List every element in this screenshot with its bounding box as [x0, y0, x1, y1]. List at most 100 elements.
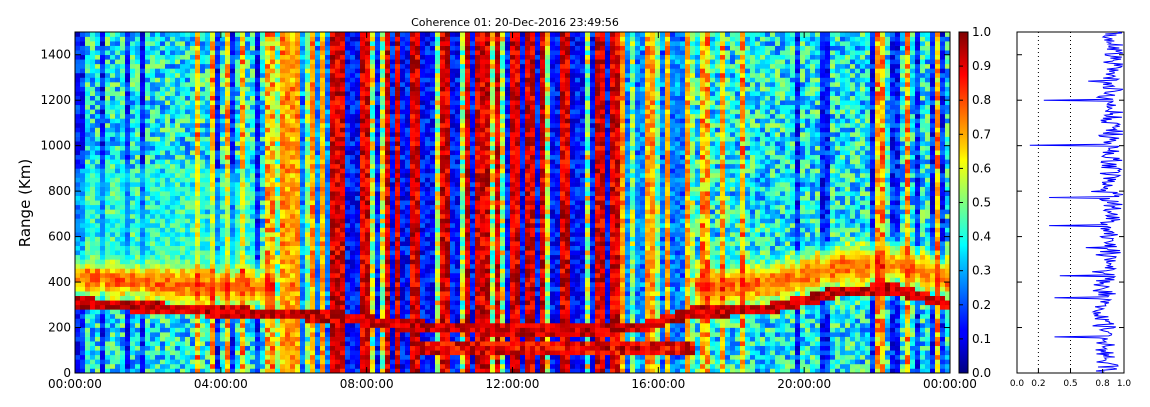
heatmap-cell	[385, 291, 391, 297]
heatmap-cell	[335, 245, 341, 251]
heatmap-cell	[235, 277, 241, 283]
heatmap-cell	[290, 32, 296, 37]
heatmap-cell	[205, 254, 211, 260]
heatmap-cell	[135, 350, 141, 356]
heatmap-cell	[140, 172, 146, 178]
heatmap-cell	[280, 213, 286, 219]
heatmap-cell	[275, 45, 281, 51]
heatmap-cell	[320, 77, 326, 83]
heatmap-cell	[320, 154, 326, 160]
heatmap-cell	[255, 322, 261, 328]
heatmap-cell	[205, 132, 211, 137]
heatmap-cell	[175, 91, 181, 96]
heatmap-cell	[190, 82, 196, 87]
heatmap-cell	[260, 41, 266, 46]
heatmap-cell	[255, 204, 261, 210]
heatmap-cell	[380, 354, 386, 360]
heatmap-cell	[135, 45, 141, 51]
heatmap-cell	[295, 213, 301, 219]
heatmap-cell	[380, 95, 386, 101]
heatmap-cell	[200, 77, 206, 83]
heatmap-cell	[75, 259, 81, 265]
heatmap-cell	[380, 259, 386, 265]
heatmap-cell	[170, 259, 176, 265]
heatmap-cell	[165, 150, 171, 156]
heatmap-cell	[90, 191, 96, 196]
heatmap-cell	[270, 113, 276, 119]
heatmap-cell	[265, 145, 271, 151]
heatmap-cell	[335, 259, 341, 265]
heatmap-cell	[75, 309, 81, 315]
heatmap-cell	[355, 286, 361, 292]
heatmap-cell	[340, 218, 346, 224]
heatmap-cell	[335, 368, 341, 374]
heatmap-cell	[230, 350, 236, 356]
heatmap-cell	[145, 132, 151, 137]
heatmap-cell	[220, 145, 226, 151]
heatmap-cell	[220, 63, 226, 69]
heatmap-cell	[255, 304, 261, 310]
heatmap-cell	[375, 100, 381, 106]
heatmap-cell	[240, 127, 246, 133]
heatmap-cell	[170, 300, 176, 306]
heatmap-cell	[295, 191, 301, 196]
heatmap-cell	[255, 213, 261, 219]
heatmap-cell	[220, 168, 226, 174]
heatmap-cell	[390, 191, 396, 196]
heatmap-cell	[325, 213, 331, 219]
heatmap-cell	[115, 277, 121, 283]
heatmap-cell	[260, 141, 266, 146]
heatmap-cell	[95, 41, 101, 46]
heatmap-cell	[265, 91, 271, 96]
heatmap-cell	[360, 195, 366, 201]
heatmap-cell	[370, 236, 376, 242]
heatmap-cell	[195, 345, 201, 351]
heatmap-cell	[275, 36, 281, 42]
heatmap-cell	[380, 254, 386, 260]
heatmap-cell	[375, 322, 381, 328]
heatmap-cell	[75, 368, 81, 374]
heatmap-cell	[160, 41, 166, 46]
heatmap-cell	[360, 182, 366, 187]
heatmap-cell	[380, 118, 386, 124]
heatmap-cell	[125, 86, 131, 92]
heatmap-cell	[135, 145, 141, 151]
heatmap-cell	[210, 59, 216, 65]
heatmap-cell	[370, 359, 376, 365]
heatmap-cell	[230, 227, 236, 233]
heatmap-cell	[230, 218, 236, 224]
heatmap-cell	[235, 245, 241, 251]
heatmap-cell	[185, 32, 191, 37]
heatmap-cell	[80, 200, 86, 206]
heatmap-cell	[155, 68, 161, 74]
heatmap-cell	[105, 354, 111, 360]
heatmap-cell	[290, 227, 296, 233]
heatmap-cell	[130, 218, 136, 224]
heatmap-cell	[305, 277, 311, 283]
heatmap-cell	[335, 327, 341, 333]
heatmap-cell	[260, 345, 266, 351]
heatmap-cell	[285, 327, 291, 333]
heatmap-cell	[215, 100, 221, 106]
heatmap-cell	[355, 295, 361, 301]
heatmap-cell	[135, 263, 141, 269]
heatmap-cell	[310, 127, 316, 133]
heatmap-cell	[375, 318, 381, 324]
heatmap-cell	[385, 113, 391, 119]
heatmap-cell	[400, 104, 406, 110]
heatmap-cell	[310, 104, 316, 110]
heatmap-cell	[260, 268, 266, 274]
heatmap-cell	[140, 132, 146, 137]
heatmap-cell	[295, 195, 301, 201]
heatmap-cell	[145, 154, 151, 160]
heatmap-cell	[375, 304, 381, 310]
heatmap-cell	[285, 177, 291, 183]
heatmap-cell	[355, 182, 361, 187]
heatmap-cell	[190, 132, 196, 137]
heatmap-cell	[200, 254, 206, 260]
heatmap-cell	[125, 213, 131, 219]
heatmap-cell	[235, 232, 241, 237]
heatmap-cell	[185, 154, 191, 160]
heatmap-cell	[160, 159, 166, 165]
heatmap-cell	[235, 109, 241, 115]
